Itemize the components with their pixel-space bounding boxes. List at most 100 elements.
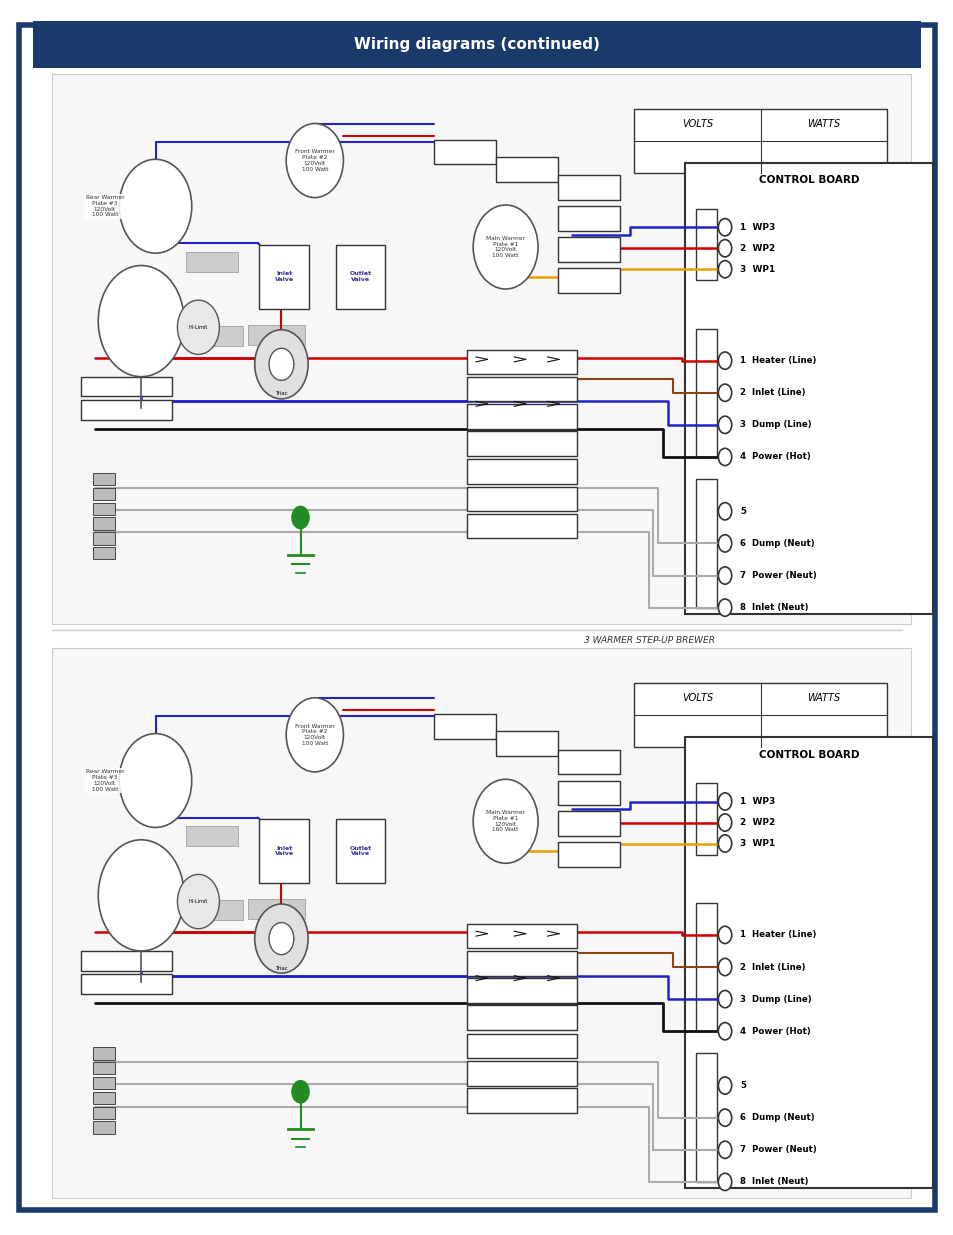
Circle shape [718,352,731,369]
Text: 2  WP2: 2 WP2 [740,818,775,827]
Bar [335,245,385,309]
Circle shape [718,958,731,976]
Text: CONTROL BOARD: CONTROL BOARD [758,750,859,760]
Bar [92,473,115,485]
Text: Rear Warmer
Plate #3
120Volt
100 Watt: Rear Warmer Plate #3 120Volt 100 Watt [86,769,124,792]
Bar [92,1092,115,1104]
Circle shape [718,261,731,278]
Text: Outlet
Valve: Outlet Valve [349,846,372,856]
Text: Wiring diagrams (continued): Wiring diagrams (continued) [354,37,599,52]
Text: 3  WP1: 3 WP1 [740,264,775,274]
Bar [81,974,172,994]
Circle shape [269,923,294,955]
Circle shape [718,793,731,810]
Text: 1  WP3: 1 WP3 [740,222,775,232]
Circle shape [718,1173,731,1191]
Bar [558,175,619,200]
Bar [81,951,172,971]
Bar [684,163,932,614]
Text: 7  Power (Neut): 7 Power (Neut) [740,571,816,580]
Circle shape [177,300,219,354]
Text: 3  Dump (Line): 3 Dump (Line) [740,994,811,1004]
Text: CONTROL BOARD: CONTROL BOARD [758,175,859,185]
Text: 5: 5 [740,506,745,516]
Bar [248,899,305,919]
Bar [335,819,385,883]
Text: Hi-Limit: Hi-Limit [189,899,208,904]
Text: Rear Warmer
Plate #3
120Volt
100 Watt: Rear Warmer Plate #3 120Volt 100 Watt [86,195,124,217]
Text: Triac: Triac [274,966,288,971]
Bar [696,1053,717,1182]
Bar [634,109,886,173]
Bar [467,431,577,456]
Text: 1  Heater (Line): 1 Heater (Line) [740,930,816,940]
Bar [558,781,619,805]
Bar [467,1061,577,1086]
Bar [186,826,238,846]
Circle shape [98,840,184,951]
Circle shape [718,384,731,401]
Bar [259,819,309,883]
Text: 4  Power (Hot): 4 Power (Hot) [740,452,810,462]
Bar [467,514,577,538]
Circle shape [718,926,731,944]
Circle shape [269,348,294,380]
Bar [467,487,577,511]
Bar [92,1077,115,1089]
Text: 6  Dump (Neut): 6 Dump (Neut) [740,538,814,548]
Text: 2  WP2: 2 WP2 [740,243,775,253]
Circle shape [718,1023,731,1040]
Bar [496,157,558,182]
Bar [496,731,558,756]
Bar [467,924,577,948]
Bar [467,978,577,1003]
Bar [467,377,577,401]
Circle shape [718,1077,731,1094]
Bar [634,683,886,747]
Bar [186,326,243,346]
Text: 3  Dump (Line): 3 Dump (Line) [740,420,811,430]
Text: Main Warmer
Plate #1
120Volt
100 Watt: Main Warmer Plate #1 120Volt 100 Watt [486,236,524,258]
Bar [92,503,115,515]
Bar [684,737,932,1188]
Bar [467,1005,577,1030]
Bar [92,1121,115,1134]
Bar [558,750,619,774]
Bar [92,488,115,500]
Bar [52,648,910,1198]
Circle shape [718,1109,731,1126]
Bar [186,900,243,920]
Bar [52,74,910,624]
Circle shape [286,698,343,772]
Circle shape [473,205,537,289]
Bar [92,517,115,530]
Bar [92,547,115,559]
Text: Front Warmer
Plate #2
120Volt
100 Watt: Front Warmer Plate #2 120Volt 100 Watt [294,724,335,746]
Bar [434,714,496,739]
Text: 6  Dump (Neut): 6 Dump (Neut) [740,1113,814,1123]
Circle shape [718,416,731,433]
Circle shape [292,506,309,529]
Text: 7  Power (Neut): 7 Power (Neut) [740,1145,816,1155]
Text: 3 WARMER STEP-UP BREWER: 3 WARMER STEP-UP BREWER [584,636,715,645]
Bar [467,350,577,374]
Bar [92,1062,115,1074]
Bar [467,1088,577,1113]
Text: Outlet
Valve: Outlet Valve [349,272,372,282]
Text: 2  Inlet (Line): 2 Inlet (Line) [740,962,805,972]
Text: 5: 5 [740,1081,745,1091]
Bar [467,459,577,484]
Bar [259,245,309,309]
Circle shape [718,1141,731,1158]
Circle shape [718,835,731,852]
Bar [81,400,172,420]
Bar [92,532,115,545]
Circle shape [718,567,731,584]
Bar [467,404,577,429]
Bar [696,903,717,1031]
Bar [81,377,172,396]
Bar [33,21,920,68]
Circle shape [718,219,731,236]
Circle shape [718,535,731,552]
Circle shape [254,904,308,973]
